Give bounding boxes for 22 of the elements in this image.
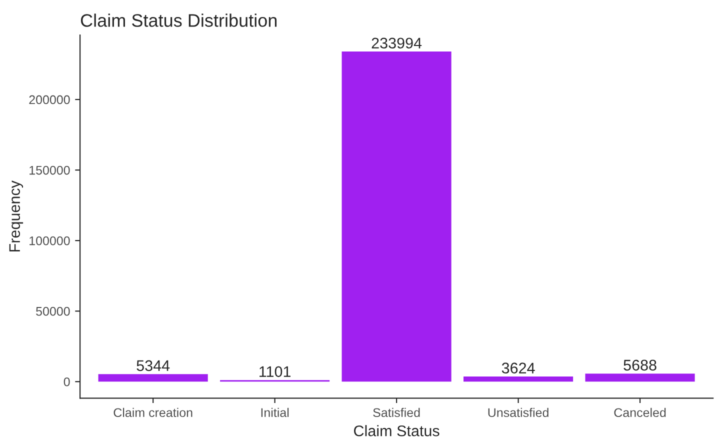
bar (342, 52, 452, 382)
y-tick-label: 50000 (36, 306, 70, 316)
y-tick-label: 200000 (29, 95, 70, 104)
bar (464, 376, 574, 382)
data-label: 233994 (372, 38, 422, 49)
chart-title: Claim Status Distribution (80, 14, 277, 27)
x-tick-label: Unsatisfied (488, 408, 548, 418)
x-axis-title: Claim Status (354, 425, 440, 436)
y-tick-label: 100000 (30, 236, 70, 246)
y-axis-title: Frequency (9, 180, 24, 252)
data-label: 1101 (260, 366, 290, 378)
data-label: 5344 (136, 360, 170, 372)
y-tick-label: 150000 (30, 166, 70, 175)
bar (98, 374, 208, 382)
x-tick-label: Initial (261, 408, 289, 418)
y-tick-label: 0 (64, 377, 70, 386)
x-tick-label: Claim creation (114, 408, 192, 418)
bar (585, 374, 695, 382)
data-label: 3624 (502, 362, 535, 374)
data-label: 5688 (624, 360, 656, 371)
x-tick-label: Canceled (614, 408, 666, 418)
x-tick-label: Satisfied (373, 408, 420, 418)
